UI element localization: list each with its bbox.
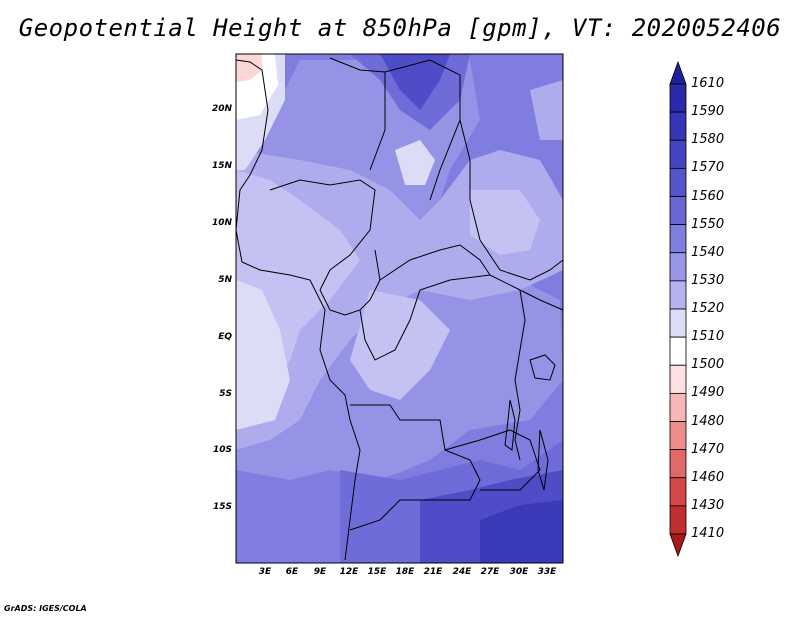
field-region-1540-east bbox=[530, 80, 563, 140]
lat-label: 10N bbox=[211, 218, 232, 228]
border-sudan bbox=[459, 119, 564, 281]
colorbar-label: 1500 bbox=[691, 357, 725, 373]
colorbar-label: 1590 bbox=[691, 104, 725, 120]
border-east-africa bbox=[519, 289, 564, 311]
colorbar-label: 1540 bbox=[691, 244, 725, 260]
map-title: Geopotential Height at 850hPa [gpm], VT:… bbox=[18, 14, 782, 42]
lon-label: 27E bbox=[480, 567, 500, 577]
colorbar-label: 1580 bbox=[691, 132, 725, 148]
height-field bbox=[236, 54, 563, 563]
country-borders bbox=[235, 57, 564, 561]
lon-label: 3E bbox=[258, 567, 272, 577]
colorbar-segment bbox=[669, 252, 687, 282]
colorbar-label: 1490 bbox=[691, 385, 725, 401]
colorbar-label: 1470 bbox=[691, 441, 725, 457]
lat-label: EQ bbox=[218, 332, 232, 342]
lat-label: 15S bbox=[212, 502, 232, 512]
border-nigeria bbox=[269, 179, 376, 291]
colorbar-label: 1410 bbox=[691, 526, 725, 541]
lat-label: 5N bbox=[218, 275, 232, 285]
border-niger-chad bbox=[384, 59, 461, 201]
colorbar-label: 1460 bbox=[691, 469, 725, 485]
colorbar-label: 1550 bbox=[691, 216, 725, 232]
border-car bbox=[379, 244, 491, 281]
colorbar-segment bbox=[669, 505, 687, 535]
coastline-west-africa bbox=[235, 59, 361, 561]
colorbar-segment bbox=[669, 167, 687, 197]
border-drc-east bbox=[514, 289, 526, 461]
colorbar-segment bbox=[669, 280, 687, 310]
lake-tanganyika bbox=[504, 399, 516, 451]
field-region-1590-north bbox=[380, 54, 450, 110]
colorbar-arrow-top bbox=[669, 60, 687, 85]
colorbar-segment bbox=[669, 477, 687, 507]
colorbar bbox=[669, 60, 687, 558]
colorbar-segment bbox=[669, 111, 687, 141]
field-region-1520-atlantic bbox=[236, 280, 290, 430]
lon-label: 6E bbox=[285, 567, 299, 577]
colorbar-segment bbox=[669, 392, 687, 422]
lat-label: 10S bbox=[212, 445, 232, 455]
colorbar-label: 1530 bbox=[691, 272, 725, 288]
lon-label: 33E bbox=[537, 567, 557, 577]
border-angola bbox=[349, 404, 481, 531]
colorbar-segment bbox=[669, 224, 687, 254]
lon-label: 15E bbox=[367, 567, 387, 577]
colorbar-segment bbox=[669, 308, 687, 338]
border-congo-drc bbox=[359, 274, 521, 361]
colorbar-segment bbox=[669, 364, 687, 394]
map-frame bbox=[235, 53, 564, 564]
colorbar-segment bbox=[669, 196, 687, 226]
field-region-1530-central bbox=[350, 290, 450, 400]
colorbar-label: 1430 bbox=[691, 497, 725, 513]
lat-label: 20N bbox=[211, 104, 232, 114]
lat-label: 15N bbox=[211, 161, 232, 171]
colorbar-label: 1480 bbox=[691, 413, 725, 429]
colorbar-segment bbox=[669, 139, 687, 169]
lake-victoria bbox=[529, 354, 556, 381]
colorbar-label: 1570 bbox=[691, 160, 725, 176]
lon-label: 30E bbox=[509, 567, 529, 577]
colorbar-segment bbox=[669, 421, 687, 451]
footer-credit: GrADS: IGES/COLA bbox=[4, 604, 87, 613]
field-region-1520-chad bbox=[395, 140, 435, 185]
colorbar-arrow-bottom bbox=[669, 533, 687, 558]
colorbar-segment bbox=[669, 336, 687, 366]
border-zambia bbox=[444, 429, 541, 491]
field-region-1600-south bbox=[480, 500, 563, 563]
lat-label: 5S bbox=[219, 389, 232, 399]
lon-label: 9E bbox=[313, 567, 327, 577]
field-region-1530-east bbox=[470, 190, 540, 255]
lon-label: 24E bbox=[452, 567, 472, 577]
colorbar-segment bbox=[669, 449, 687, 479]
colorbar-segment bbox=[669, 83, 687, 113]
colorbar-label: 1510 bbox=[691, 329, 725, 345]
lon-label: 12E bbox=[339, 567, 359, 577]
lon-label: 18E bbox=[395, 567, 415, 577]
lon-label: 21E bbox=[423, 567, 443, 577]
lake-malawi bbox=[537, 429, 549, 491]
colorbar-label: 1610 bbox=[691, 76, 725, 91]
colorbar-label: 1520 bbox=[691, 301, 725, 316]
colorbar-label: 1560 bbox=[691, 188, 725, 204]
